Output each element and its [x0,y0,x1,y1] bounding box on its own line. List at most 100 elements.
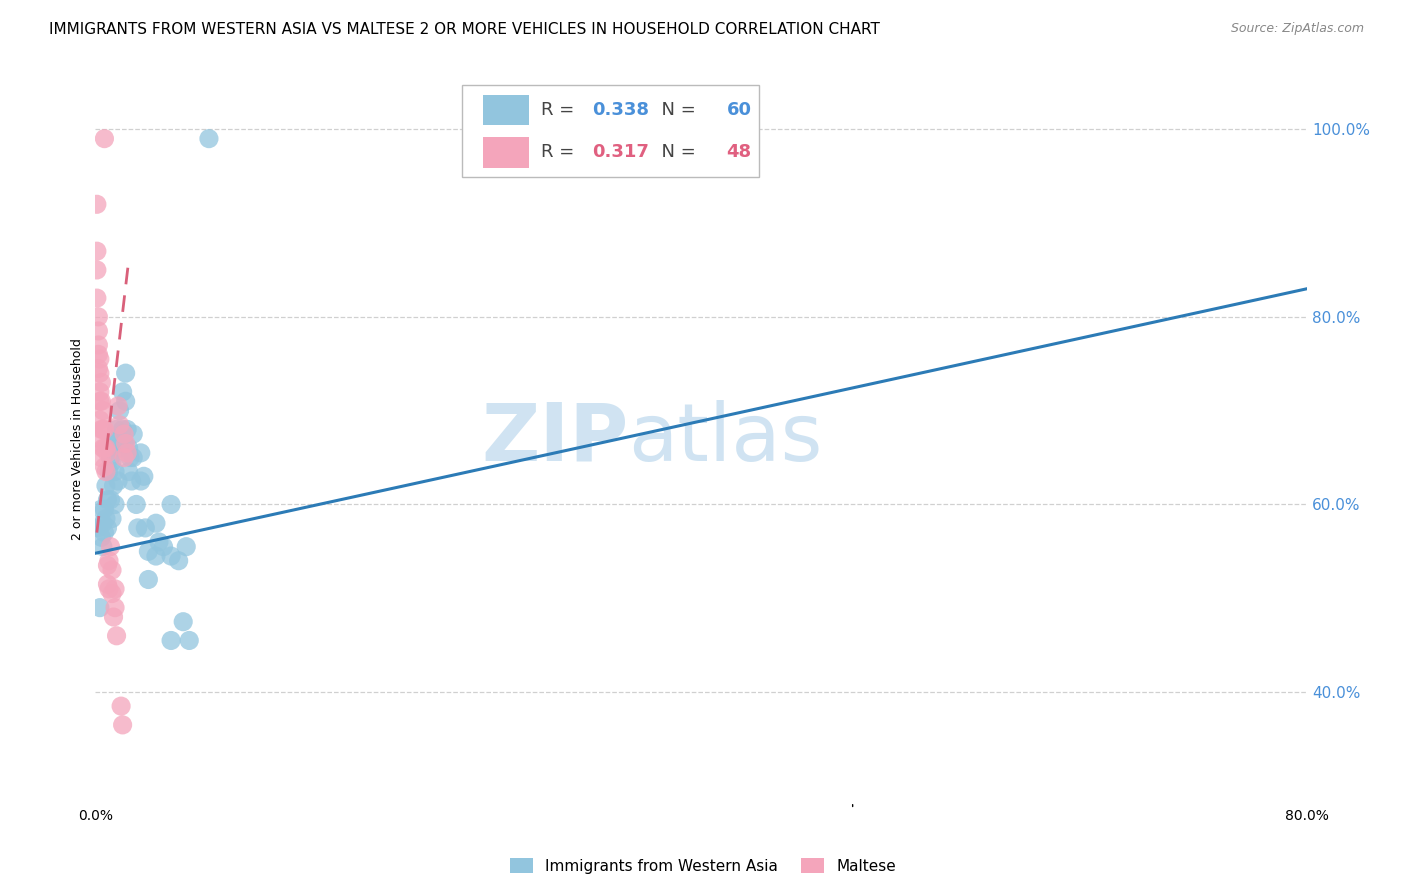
Point [100,450,122,465]
Point [115,422,138,436]
Point [89,384,111,399]
Point [198,131,221,145]
Point [121,474,143,488]
Point [93,441,115,455]
FancyBboxPatch shape [463,86,759,177]
Point [160,498,183,512]
Point [174,540,197,554]
Point [94,441,117,455]
Point [94,511,117,525]
Point [87,361,110,376]
Point [90,394,112,409]
Point [89,413,111,427]
Point [172,615,194,629]
Point [134,521,156,535]
Point [179,633,201,648]
Point [86,263,108,277]
Point [111,422,134,436]
Point [100,540,122,554]
Point [87,521,110,535]
Point [118,465,141,479]
Point [98,554,121,568]
Point [101,563,124,577]
Point [108,417,131,432]
Point [138,573,160,587]
Point [89,352,111,367]
Point [98,465,121,479]
Point [152,540,174,554]
Point [90,502,112,516]
Point [114,394,136,409]
Point [112,427,135,442]
Point [167,554,190,568]
Point [103,610,125,624]
Point [90,450,112,465]
Point [91,441,114,455]
Point [160,633,183,648]
Point [148,535,170,549]
Point [108,403,131,417]
Point [110,441,132,455]
Point [129,474,152,488]
Point [91,422,114,436]
Point [86,197,108,211]
Point [94,465,117,479]
Point [87,324,110,338]
Point [103,432,125,446]
Point [87,310,110,324]
Point [89,432,111,446]
Point [93,131,115,145]
Point [125,498,148,512]
Point [104,600,127,615]
Point [96,521,118,535]
Point [107,399,129,413]
Point [93,502,115,516]
Bar [484,95,529,126]
Point [127,521,149,535]
Point [115,446,138,460]
Point [129,446,152,460]
Bar [484,136,529,168]
Point [87,347,110,361]
Point [94,479,117,493]
Point [103,479,125,493]
Text: IMMIGRANTS FROM WESTERN ASIA VS MALTESE 2 OR MORE VEHICLES IN HOUSEHOLD CORRELAT: IMMIGRANTS FROM WESTERN ASIA VS MALTESE … [49,22,880,37]
Point [86,244,108,259]
Text: 0.338: 0.338 [592,101,650,120]
Text: Source: ZipAtlas.com: Source: ZipAtlas.com [1230,22,1364,36]
Point [86,291,108,305]
Point [96,492,118,507]
Point [98,582,121,596]
Point [107,436,129,450]
Text: 60: 60 [727,101,752,120]
Point [90,530,112,544]
Point [89,366,111,380]
Point [114,366,136,380]
Point [110,699,132,714]
Text: R =: R = [541,101,581,120]
Legend: Immigrants from Western Asia, Maltese: Immigrants from Western Asia, Maltese [503,852,903,880]
Text: ZIP: ZIP [481,400,628,478]
Point [89,394,111,409]
Point [91,516,114,531]
Point [104,582,127,596]
Point [87,338,110,352]
Point [91,540,114,554]
Point [145,516,167,531]
Point [105,422,128,436]
Point [122,450,145,465]
Text: N =: N = [651,144,702,161]
Point [104,498,127,512]
Point [98,441,121,455]
Point [100,492,122,507]
Point [96,558,118,573]
Point [111,718,134,732]
Text: 48: 48 [727,144,752,161]
Point [96,446,118,460]
Text: R =: R = [541,144,581,161]
Point [93,525,115,540]
Point [120,450,142,465]
Point [101,455,124,469]
Point [104,465,127,479]
Point [90,376,112,390]
